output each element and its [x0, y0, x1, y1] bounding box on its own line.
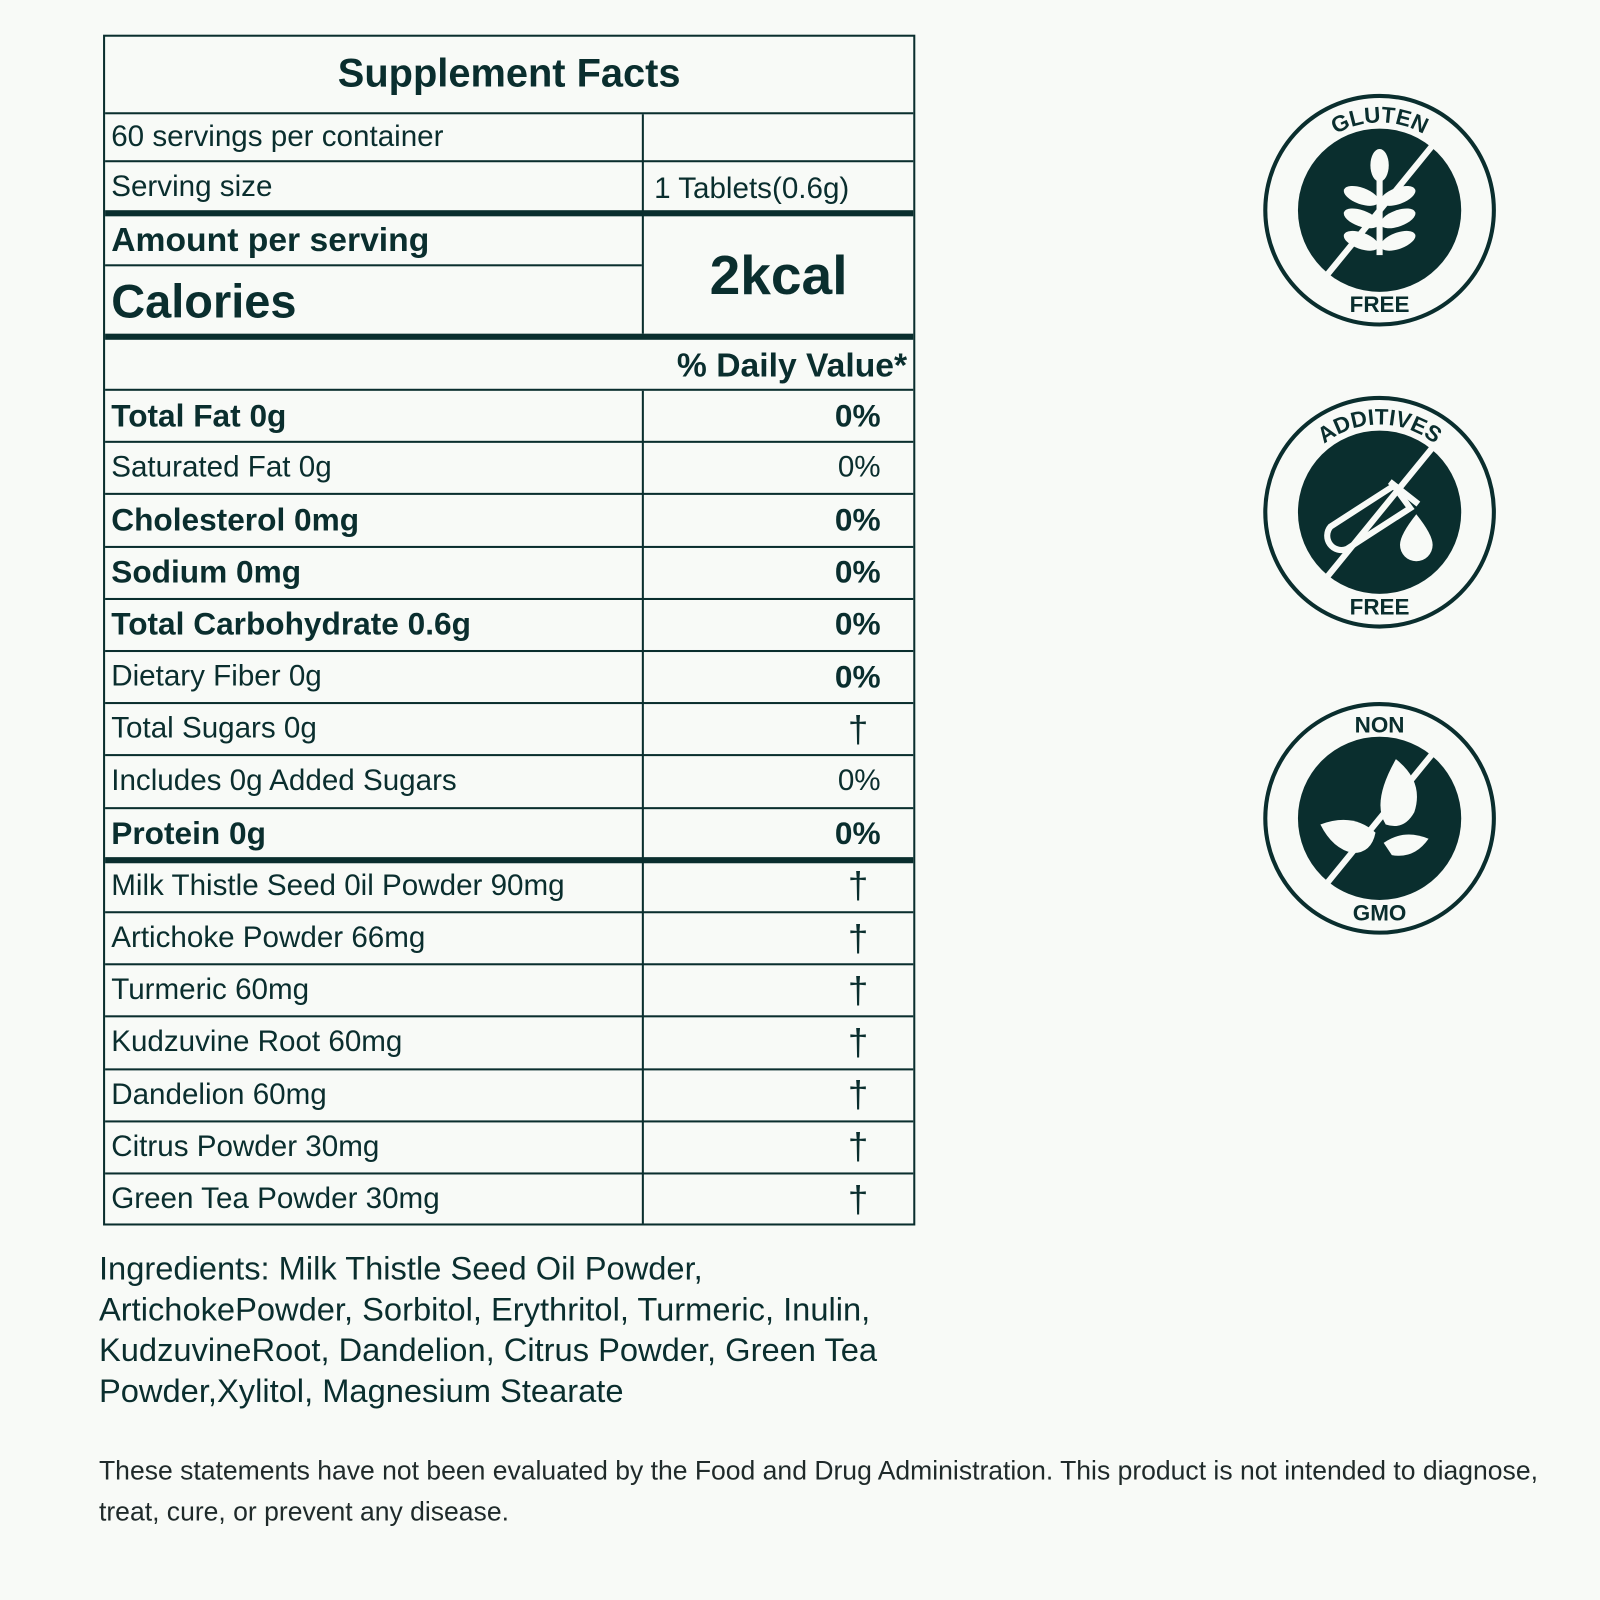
serving-size-value: 1 Tablets(0.6g) [654, 171, 850, 205]
nutrient-daily-value: † [847, 1021, 869, 1064]
row-divider [105, 1172, 914, 1175]
serving-size-label: Serving size [111, 169, 273, 203]
nutrient-name: Includes 0g Added Sugars [111, 764, 457, 798]
badge-bottom-text: FREE [1350, 292, 1410, 317]
nutrient-name: Turmeric 60mg [111, 973, 310, 1007]
row-divider [105, 963, 914, 966]
nutrient-name: Kudzuvine Root 60mg [111, 1025, 403, 1059]
nutrient-name: Cholesterol 0mg [111, 502, 360, 538]
nutrient-daily-value: † [847, 1125, 869, 1168]
calories-label: Calories [111, 274, 297, 328]
row-divider [105, 441, 914, 444]
calories-value: 2kcal [709, 244, 848, 307]
row-divider [105, 649, 914, 653]
nutrient-name: Sodium 0mg [111, 554, 302, 590]
nutrient-daily-value: 0% [837, 451, 881, 484]
nutrient-name: Total Fat 0g [111, 397, 287, 434]
amount-per-serving: Amount per serving [111, 220, 430, 259]
nutrient-daily-value: 0% [834, 397, 881, 434]
nutrient-name: Dandelion 60mg [111, 1078, 327, 1111]
daily-value-header: % Daily Value* [676, 345, 908, 384]
nutrient-name: Protein 0g [111, 815, 266, 852]
nutrient-name: Citrus Powder 30mg [111, 1130, 380, 1164]
ingredients-text: Ingredients: Milk Thistle Seed Oil Powde… [98, 1249, 878, 1410]
nutrient-daily-value: 0% [834, 606, 881, 643]
row-divider [105, 856, 914, 864]
test-tube-drop-icon [1324, 479, 1433, 562]
fda-disclaimer: These statements have not been evaluated… [98, 1455, 1538, 1527]
supplement-facts-table: Supplement Facts 60 servings per contain… [103, 34, 916, 1226]
row-divider [105, 806, 914, 809]
nutrient-daily-value: 0% [834, 815, 881, 852]
nutrient-daily-value: 0% [834, 502, 881, 538]
row-divider [105, 754, 914, 757]
gluten-free-badge: GLUTEN FREE [1263, 93, 1496, 327]
table-title: Supplement Facts [337, 52, 681, 96]
leaves-icon [1320, 759, 1429, 856]
wheat-icon [1343, 148, 1416, 256]
row-divider [105, 702, 914, 705]
row-divider [105, 493, 914, 496]
nutrient-name: Green Tea Powder 30mg [111, 1182, 440, 1216]
nutrient-daily-value: † [847, 707, 869, 750]
nutrient-daily-value: † [847, 864, 869, 907]
servings-per-container: 60 servings per container [111, 120, 444, 154]
additives-free-badge: ADDITIVES FREE [1263, 395, 1496, 629]
nutrient-name: Saturated Fat 0g [111, 451, 332, 484]
nutrient-name: Artichoke Powder 66mg [111, 921, 426, 955]
nutrient-name: Dietary Fiber 0g [111, 660, 322, 693]
nutrient-daily-value: 0% [837, 764, 881, 798]
nutrient-daily-value: † [847, 1073, 869, 1116]
badge-top-text: NON [1355, 713, 1405, 738]
nutrient-daily-value: † [847, 1178, 869, 1220]
nutrient-name: Milk Thistle Seed 0il Powder 90mg [111, 869, 565, 902]
nutrient-daily-value: † [847, 969, 869, 1011]
nutrient-name: Total Sugars 0g [111, 712, 317, 746]
column-divider [641, 390, 644, 1224]
row-divider [105, 597, 914, 600]
badge-bottom-text: GMO [1353, 900, 1407, 925]
nutrient-daily-value: 0% [834, 658, 881, 695]
row-divider [105, 1015, 914, 1018]
row-divider [105, 1067, 914, 1070]
row-divider [105, 911, 914, 914]
non-gmo-badge: NON GMO [1263, 702, 1496, 935]
nutrient-daily-value: 0% [834, 554, 881, 590]
row-divider [105, 1120, 914, 1123]
nutrient-daily-value: † [847, 916, 869, 959]
nutrient-name: Total Carbohydrate 0.6g [111, 606, 471, 643]
row-divider [105, 545, 914, 548]
badge-bottom-text: FREE [1350, 594, 1410, 619]
